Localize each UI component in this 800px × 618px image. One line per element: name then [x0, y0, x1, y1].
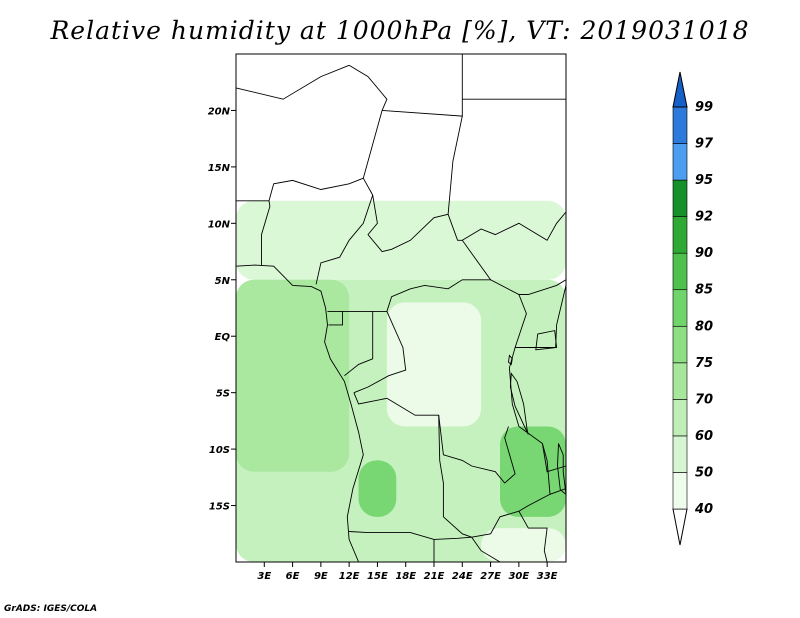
- border-line-15: [410, 279, 491, 290]
- colorbar-low-arrow: [672, 508, 688, 546]
- lon-tick-label: 24E: [452, 571, 473, 582]
- colorbar-segment: [672, 252, 688, 291]
- colorbar-label: 92: [695, 210, 713, 225]
- lon-tick-label: 3E: [257, 571, 271, 582]
- humidity-region-0: [236, 200, 566, 280]
- colorbar-label: 85: [695, 283, 713, 298]
- colorbar-label: 90: [695, 246, 713, 261]
- colorbar-segment: [672, 325, 688, 364]
- lat-tick-label: 10N: [208, 219, 231, 230]
- colorbar-segment: [672, 399, 688, 437]
- colorbar-segment: [672, 216, 688, 254]
- lake-outline-0: [535, 330, 558, 351]
- humidity-region-2: [236, 279, 350, 472]
- lon-tick-label: 30E: [508, 571, 529, 582]
- border-line-25: [518, 510, 548, 563]
- lon-tick-label: 33E: [537, 571, 558, 582]
- colorbar-segment: [672, 362, 688, 400]
- lat-tick-label: 15N: [208, 163, 231, 174]
- colorbar-label: 99: [695, 100, 713, 115]
- border-line-16: [471, 294, 551, 538]
- lat-tick-label: 15S: [209, 502, 230, 513]
- colorbar-label: 80: [695, 319, 713, 334]
- border-line-5: [235, 64, 350, 100]
- humidity-field: [236, 54, 566, 562]
- longitude-axis: 3E 6E 9E 12E 15E 18E 21E 24E 27E 30E 33E: [257, 562, 558, 582]
- lat-tick-label: 5S: [216, 389, 230, 400]
- border-line-19: [353, 392, 387, 405]
- lon-tick-label: 21E: [424, 571, 445, 582]
- grads-credit: GrADS: IGES/COLA: [4, 604, 98, 614]
- colorbar-label: 40: [694, 502, 713, 517]
- colorbar-label: 50: [695, 465, 713, 480]
- border-line-0: [235, 264, 364, 563]
- colorbar-segment: [672, 289, 688, 327]
- border-line-23: [471, 536, 501, 563]
- colorbar-label: 75: [695, 356, 713, 371]
- latitude-axis: 20N 15N 10N 5N EQ 5S 10S 15S: [208, 106, 236, 513]
- lon-tick-label: 27E: [480, 571, 501, 582]
- map-title: Relative humidity at 1000hPa [%], VT: 20…: [50, 16, 750, 45]
- colorbar-segment: [672, 143, 688, 181]
- lat-tick-label: 5N: [215, 276, 231, 287]
- colorbar-label: 70: [695, 392, 713, 407]
- lake-outline-1: [509, 372, 529, 435]
- border-line-12: [328, 311, 343, 326]
- border-line-24: [541, 443, 567, 473]
- border-line-14: [344, 311, 374, 377]
- border-line-2: [261, 200, 271, 266]
- colorbar-segment: [672, 106, 688, 144]
- colorbar-segment: [672, 179, 688, 217]
- lon-tick-label: 12E: [339, 571, 360, 582]
- lon-tick-label: 15E: [367, 571, 388, 582]
- lon-tick-label: 6E: [286, 571, 300, 582]
- border-line-4: [348, 64, 388, 179]
- colorbar-segment: [672, 472, 688, 510]
- border-line-18: [386, 397, 516, 484]
- colorbar-label: 60: [695, 429, 713, 444]
- border-line-26: [549, 488, 567, 495]
- border-line-20: [438, 415, 472, 538]
- border-line-13: [353, 311, 407, 394]
- colorbar: 40 50 60 70 75 80 85 90 92 95 97 99: [672, 71, 714, 546]
- colorbar-high-arrow: [672, 71, 688, 108]
- lon-tick-label: 9E: [314, 571, 328, 582]
- colorbar-label: 97: [695, 137, 714, 152]
- lake-outline-3: [508, 354, 513, 366]
- lon-tick-label: 18E: [395, 571, 416, 582]
- colorbar-label: 95: [695, 173, 713, 188]
- country-borders: [235, 54, 567, 563]
- lat-tick-label: EQ: [215, 332, 231, 343]
- lat-tick-label: 10S: [209, 445, 230, 456]
- humidity-region-5: [358, 460, 397, 517]
- map-frame: [235, 53, 567, 563]
- humidity-region-6: [481, 528, 566, 562]
- border-line-21: [349, 531, 472, 540]
- border-line-6: [382, 54, 463, 117]
- colorbar-segment: [672, 435, 688, 473]
- humidity-region-3: [386, 302, 482, 427]
- lat-tick-label: 20N: [208, 106, 231, 117]
- border-line-9: [447, 116, 463, 215]
- border-line-10: [462, 211, 567, 241]
